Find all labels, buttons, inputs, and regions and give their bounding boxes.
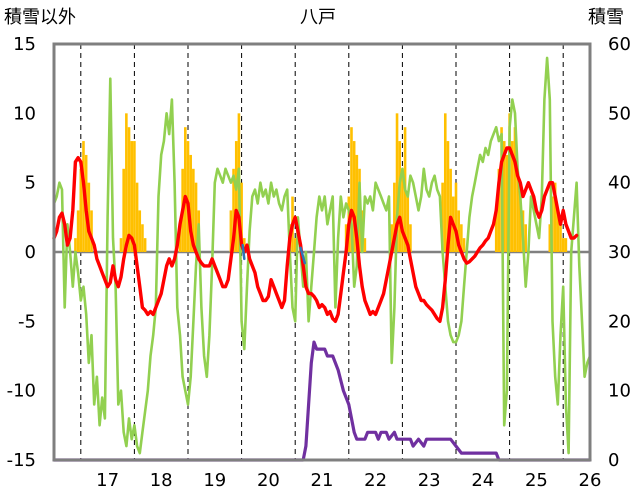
precip-bar-76 bbox=[561, 238, 565, 252]
precip-bar-38 bbox=[355, 154, 359, 252]
x-tick-21: 21 bbox=[311, 470, 334, 491]
plot-frame bbox=[52, 42, 592, 462]
x-ticks: 17 18 19 20 21 22 23 24 25 26 bbox=[96, 470, 601, 491]
precip-bar-26 bbox=[232, 168, 235, 252]
precip-bar-23 bbox=[194, 182, 198, 252]
precip-bar-46 bbox=[401, 168, 404, 252]
precip-bar-33 bbox=[293, 238, 297, 252]
precip-bar-48 bbox=[406, 196, 410, 252]
precip-bar-42 bbox=[390, 224, 393, 252]
precip-bar-43 bbox=[393, 182, 396, 252]
temp-missing-segment-1 bbox=[299, 246, 307, 265]
precip-bar-21 bbox=[189, 154, 192, 252]
precip-bar-63 bbox=[505, 154, 509, 252]
precip-bar-6 bbox=[90, 210, 93, 252]
precip-bar-37 bbox=[352, 141, 356, 252]
precip-bar-44 bbox=[395, 113, 399, 252]
axes-frame bbox=[52, 42, 592, 462]
chart-title: 八戸 bbox=[300, 7, 336, 28]
precip-bar-13 bbox=[135, 182, 139, 252]
precip-bar-25 bbox=[229, 210, 233, 252]
right-axis-label: 積雪 bbox=[588, 7, 624, 28]
precip-bar-22 bbox=[192, 168, 195, 252]
right-tick-2: 40 bbox=[608, 173, 631, 194]
temperature-line bbox=[52, 146, 579, 323]
precip-bar-52 bbox=[446, 141, 450, 252]
x-tick-22: 22 bbox=[364, 470, 387, 491]
precip-bar-73 bbox=[553, 182, 557, 252]
precip-bar-0 bbox=[74, 238, 77, 252]
temp-missing-segment-0 bbox=[241, 243, 246, 261]
precip-bar-16 bbox=[143, 238, 147, 252]
left-axis-label: 積雪以外 bbox=[4, 7, 76, 28]
left-tick-4: -5 bbox=[18, 311, 36, 332]
precip-bar-77 bbox=[564, 238, 568, 252]
precip-bar-68 bbox=[519, 182, 522, 252]
right-tick-4: 20 bbox=[608, 311, 631, 332]
snow-depth-line bbox=[52, 340, 592, 462]
precip-bar-66 bbox=[513, 127, 517, 252]
x-tick-26: 26 bbox=[579, 470, 602, 491]
precip-bar-70 bbox=[524, 224, 527, 252]
left-tick-1: 10 bbox=[13, 103, 36, 124]
x-tick-20: 20 bbox=[257, 470, 280, 491]
precip-bar-1 bbox=[76, 210, 80, 252]
precip-bar-49 bbox=[409, 224, 412, 252]
precip-bar-10 bbox=[127, 127, 131, 252]
precip-bar-50 bbox=[441, 182, 444, 252]
precip-bar-11 bbox=[130, 141, 134, 252]
precip-bar-74 bbox=[556, 210, 560, 252]
precip-bar-7 bbox=[119, 238, 123, 252]
precip-bar-59 bbox=[494, 210, 498, 252]
precip-bar-15 bbox=[141, 224, 144, 252]
precip-bar-62 bbox=[502, 141, 506, 252]
left-tick-3: 0 bbox=[25, 242, 36, 263]
x-tick-17: 17 bbox=[96, 470, 119, 491]
left-tick-2: 5 bbox=[25, 173, 36, 194]
precip-bar-75 bbox=[559, 224, 562, 252]
precip-bar-51 bbox=[443, 113, 447, 252]
precip-bar-41 bbox=[363, 238, 367, 252]
precip-bar-9 bbox=[125, 113, 128, 252]
precip-bar-55 bbox=[454, 182, 458, 252]
right-y-ticks: 60 50 40 30 20 10 0 bbox=[608, 34, 631, 471]
x-tick-19: 19 bbox=[203, 470, 226, 491]
right-tick-0: 60 bbox=[608, 34, 631, 55]
precip-bar-71 bbox=[548, 224, 552, 252]
precip-bar-57 bbox=[460, 224, 463, 252]
left-tick-0: 15 bbox=[13, 34, 36, 55]
x-tick-23: 23 bbox=[418, 470, 441, 491]
precip-bar-19 bbox=[184, 127, 187, 252]
precip-bar-30 bbox=[242, 238, 246, 252]
precip-bar-5 bbox=[87, 182, 91, 252]
precip-bar-20 bbox=[186, 141, 190, 252]
precip-bar-8 bbox=[122, 168, 125, 252]
precip-bar-17 bbox=[178, 224, 182, 252]
right-tick-1: 50 bbox=[608, 103, 631, 124]
precip-bar-2 bbox=[79, 168, 83, 252]
humidity-line bbox=[52, 56, 592, 455]
x-tick-24: 24 bbox=[471, 470, 494, 491]
precip-bar-29 bbox=[240, 182, 243, 252]
precip-bar-65 bbox=[510, 141, 514, 252]
precip-bar-67 bbox=[516, 168, 519, 252]
right-tick-5: 10 bbox=[608, 381, 631, 402]
series-lines bbox=[52, 56, 592, 462]
precip-bar-60 bbox=[497, 168, 501, 252]
precip-bar-36 bbox=[350, 127, 353, 252]
precip-bar-14 bbox=[138, 210, 142, 252]
left-tick-5: -10 bbox=[7, 381, 36, 402]
right-tick-6: 0 bbox=[608, 450, 619, 471]
left-y-ticks: 15 10 5 0 -5 -10 -15 bbox=[7, 34, 36, 471]
precip-bar-27 bbox=[234, 141, 238, 252]
left-tick-6: -15 bbox=[7, 450, 36, 471]
precip-bar-56 bbox=[457, 210, 460, 252]
x-tick-25: 25 bbox=[525, 470, 548, 491]
right-tick-3: 30 bbox=[608, 242, 631, 263]
precip-bar-53 bbox=[449, 168, 452, 252]
precip-bar-12 bbox=[133, 141, 136, 252]
precip-bar-58 bbox=[462, 238, 466, 252]
x-tick-18: 18 bbox=[150, 470, 173, 491]
